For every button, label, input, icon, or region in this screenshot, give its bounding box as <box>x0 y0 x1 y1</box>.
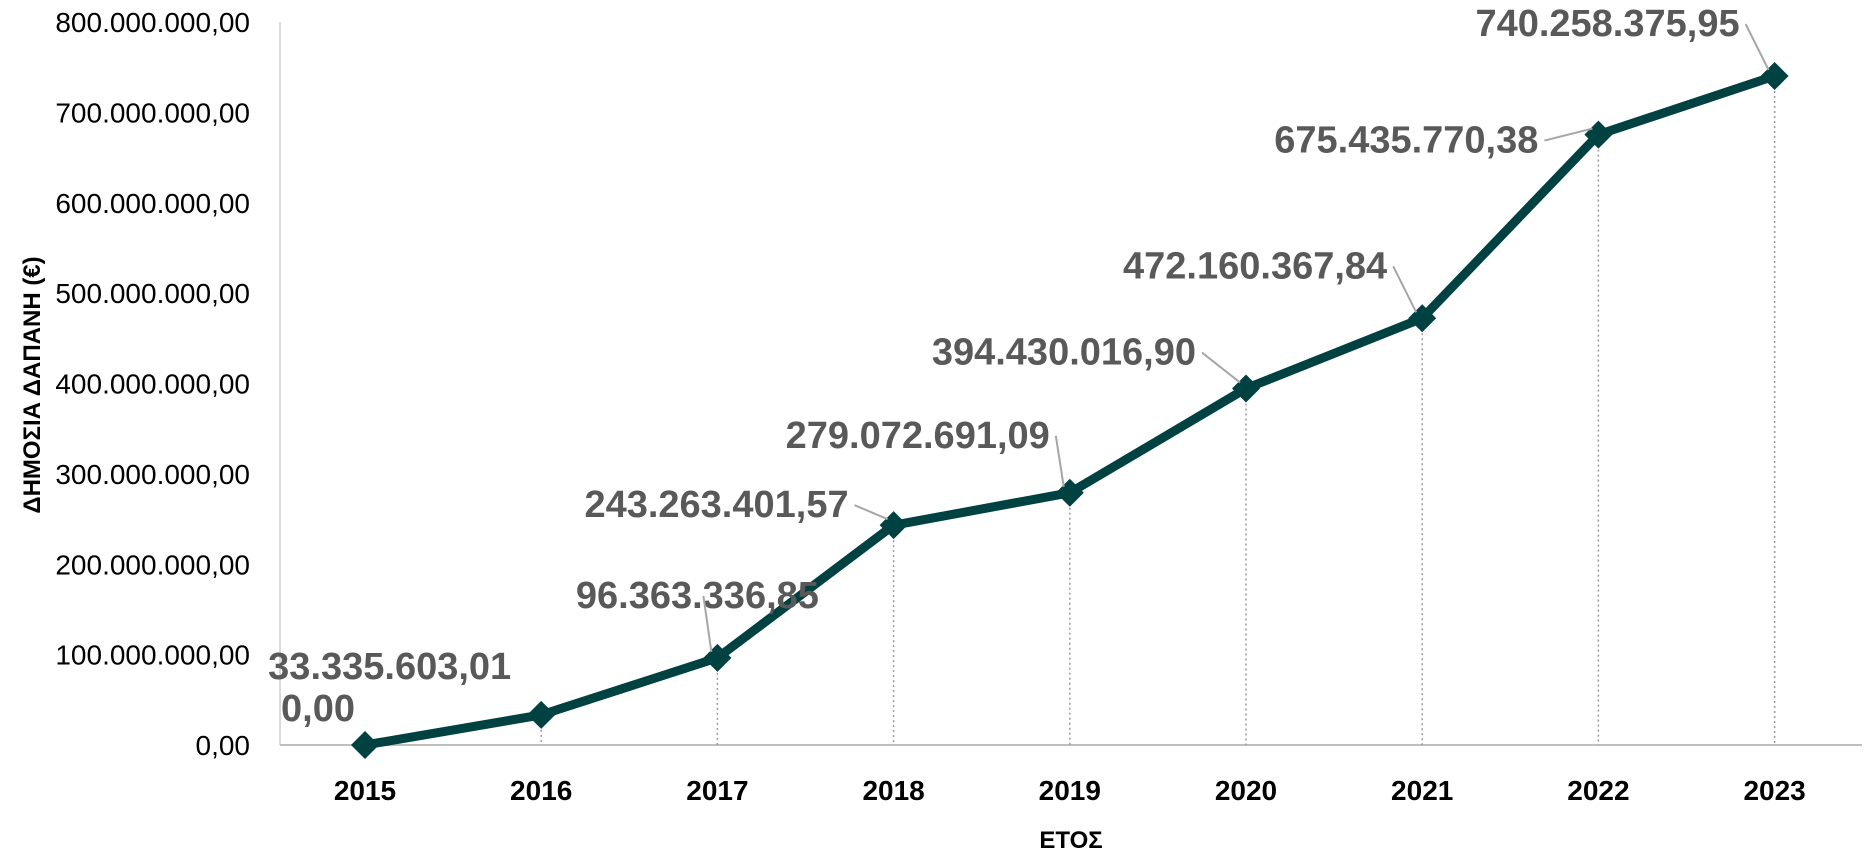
y-tick-label: 800.000.000,00 <box>55 7 250 38</box>
x-tick-label: 2018 <box>862 775 924 806</box>
y-tick-label: 100.000.000,00 <box>55 640 250 671</box>
y-tick-label: 700.000.000,00 <box>55 97 250 128</box>
data-point <box>1584 120 1613 149</box>
data-label: 472.160.367,84 <box>1123 245 1387 287</box>
label-leader-line <box>854 504 888 521</box>
x-tick-label: 2022 <box>1567 775 1629 806</box>
x-tick-label: 2020 <box>1215 775 1277 806</box>
label-leader-line <box>1054 435 1065 487</box>
y-tick-label: 400.000.000,00 <box>55 369 250 400</box>
label-leader-line <box>1201 351 1241 384</box>
data-label: 740.258.375,95 <box>1475 3 1739 45</box>
data-point <box>1760 61 1789 90</box>
y-tick-label: 0,00 <box>196 730 251 761</box>
x-tick-label: 2015 <box>334 775 396 806</box>
data-label: 0,00 <box>281 688 355 730</box>
x-tick-label: 2021 <box>1391 775 1453 806</box>
data-point <box>527 700 556 729</box>
y-tick-label: 500.000.000,00 <box>55 278 250 309</box>
data-label: 675.435.770,38 <box>1274 120 1538 162</box>
label-leader-line <box>1392 265 1418 313</box>
y-tick-label: 200.000.000,00 <box>55 549 250 580</box>
label-leader-line <box>702 595 713 653</box>
x-axis-title: ΕΤΟΣ <box>1039 827 1102 854</box>
data-label: 33.335.603,01 <box>268 646 511 688</box>
data-point <box>351 731 379 759</box>
data-label: 394.430.016,90 <box>932 332 1196 374</box>
y-axis-ticks: 0,00 100.000.000,00 200.000.000,00 300.000.… <box>55 7 250 761</box>
y-axis-title: ΔΗΜΟΣΙΑ ΔΑΠΑΝΗ (€) <box>19 256 46 513</box>
x-tick-label: 2016 <box>510 775 572 806</box>
label-leader-line <box>1544 127 1593 142</box>
y-tick-label: 300.000.000,00 <box>55 459 250 490</box>
data-label: 96.363.336,85 <box>576 575 819 617</box>
data-label: 243.263.401,57 <box>584 484 848 526</box>
y-tick-label: 600.000.000,00 <box>55 188 250 219</box>
data-label: 279.072.691,09 <box>786 415 1050 457</box>
label-leader-line <box>1744 23 1770 71</box>
x-tick-label: 2023 <box>1743 775 1805 806</box>
drop-lines <box>540 75 1776 745</box>
x-tick-label: 2017 <box>686 775 748 806</box>
x-axis-ticks: 2015 2016 2017 2018 2019 2020 2021 2022 2023 <box>334 775 1806 806</box>
x-tick-label: 2019 <box>1039 775 1101 806</box>
